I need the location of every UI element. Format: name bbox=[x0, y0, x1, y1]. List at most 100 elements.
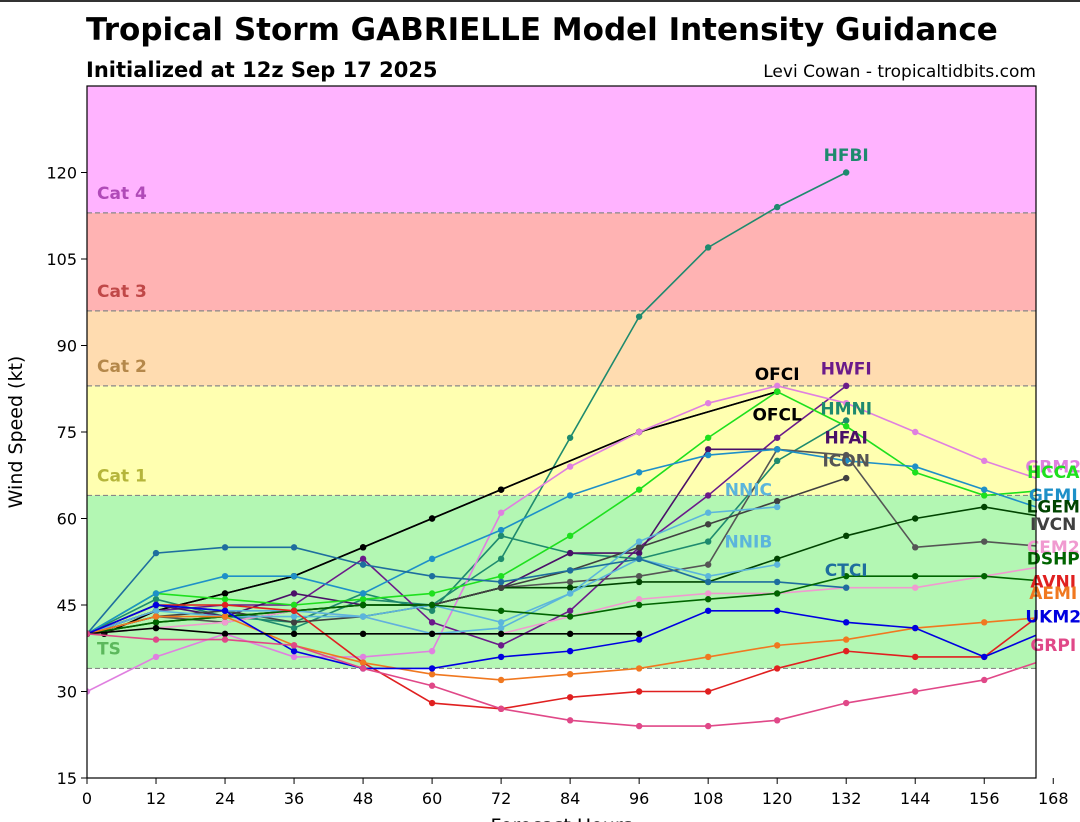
data-point bbox=[773, 607, 781, 614]
category-label: Cat 2 bbox=[97, 357, 147, 377]
data-point bbox=[981, 538, 988, 545]
data-point bbox=[635, 428, 643, 436]
data-point bbox=[843, 474, 850, 482]
data-point bbox=[497, 642, 505, 649]
data-point bbox=[428, 682, 436, 689]
data-point bbox=[290, 607, 298, 614]
data-point bbox=[773, 498, 781, 505]
data-point bbox=[221, 601, 229, 609]
data-point bbox=[704, 688, 712, 695]
category-label: TS bbox=[97, 639, 121, 659]
data-point bbox=[773, 457, 781, 465]
data-point bbox=[566, 613, 574, 620]
chart-subtitle: Initialized at 12z Sep 17 2025 bbox=[86, 58, 438, 82]
data-point bbox=[152, 653, 160, 661]
data-point bbox=[566, 463, 574, 470]
data-point bbox=[359, 561, 367, 568]
data-point bbox=[566, 630, 574, 638]
data-point bbox=[497, 607, 505, 614]
data-point bbox=[981, 486, 988, 493]
data-point bbox=[290, 653, 298, 661]
series-label: NNIC bbox=[725, 480, 772, 500]
data-point bbox=[428, 590, 436, 597]
data-point bbox=[566, 694, 574, 701]
data-point bbox=[704, 509, 712, 516]
data-point bbox=[497, 526, 505, 534]
data-point bbox=[704, 244, 712, 251]
category-band bbox=[87, 385, 1036, 496]
data-point bbox=[635, 555, 643, 563]
data-point bbox=[635, 596, 643, 603]
data-point bbox=[635, 469, 643, 476]
data-point bbox=[981, 572, 988, 580]
data-point bbox=[221, 619, 229, 626]
data-point bbox=[359, 590, 367, 597]
x-tick-label: 96 bbox=[629, 789, 649, 808]
data-point bbox=[359, 665, 367, 672]
data-point bbox=[843, 457, 850, 465]
data-point bbox=[635, 549, 643, 557]
data-point bbox=[704, 722, 712, 730]
series-line bbox=[87, 546, 847, 635]
series-label: HFBI bbox=[824, 146, 869, 166]
data-point bbox=[773, 503, 781, 511]
data-point bbox=[290, 624, 298, 632]
data-point bbox=[635, 688, 643, 695]
data-point bbox=[912, 624, 919, 632]
data-point bbox=[704, 653, 712, 661]
data-point bbox=[428, 607, 436, 614]
top-border bbox=[0, 0, 1080, 2]
data-point bbox=[981, 619, 988, 626]
data-point bbox=[912, 653, 919, 661]
data-point bbox=[290, 642, 298, 649]
data-point bbox=[359, 601, 367, 609]
data-point bbox=[290, 647, 298, 655]
data-point bbox=[497, 653, 505, 661]
x-tick-label: 132 bbox=[831, 789, 862, 808]
data-point bbox=[290, 601, 298, 609]
series-label: LGEM bbox=[1027, 498, 1080, 518]
data-point bbox=[497, 630, 505, 638]
data-point bbox=[566, 647, 574, 655]
data-point bbox=[635, 636, 643, 643]
data-point bbox=[843, 451, 850, 459]
x-axis-label: Forecast Hours bbox=[490, 815, 632, 822]
data-point bbox=[981, 457, 988, 465]
category-label: Cat 3 bbox=[97, 282, 147, 302]
series-label: OFCI bbox=[755, 365, 800, 385]
data-point bbox=[221, 630, 229, 638]
series-label: DSHP bbox=[1027, 550, 1080, 570]
data-point bbox=[566, 607, 574, 614]
data-point bbox=[981, 492, 988, 499]
series-label: AVNI bbox=[1030, 573, 1076, 593]
data-point bbox=[152, 590, 160, 597]
data-point bbox=[152, 636, 160, 643]
x-tick-label: 120 bbox=[762, 789, 793, 808]
x-tick-label: 72 bbox=[491, 789, 511, 808]
data-point bbox=[566, 549, 574, 557]
data-point bbox=[497, 705, 505, 712]
y-tick-label: 60 bbox=[57, 510, 77, 529]
data-point bbox=[152, 624, 160, 632]
series-label: OFCL bbox=[752, 405, 802, 425]
data-point bbox=[704, 521, 712, 528]
data-point bbox=[221, 590, 229, 597]
data-point bbox=[704, 607, 712, 614]
data-point bbox=[635, 538, 643, 545]
data-point bbox=[428, 665, 436, 672]
data-point bbox=[843, 584, 850, 591]
y-tick-label: 15 bbox=[57, 769, 77, 788]
data-point bbox=[843, 532, 850, 539]
data-point bbox=[704, 590, 712, 597]
data-point bbox=[221, 613, 229, 620]
data-point bbox=[428, 619, 436, 626]
data-point bbox=[87, 688, 91, 695]
series-label: UKM2 bbox=[1025, 607, 1080, 627]
category-band bbox=[87, 86, 1036, 213]
data-point bbox=[428, 699, 436, 707]
category-band bbox=[87, 212, 1036, 311]
data-point bbox=[843, 382, 850, 390]
data-point bbox=[773, 665, 781, 672]
data-point bbox=[566, 567, 574, 574]
data-point bbox=[704, 596, 712, 603]
